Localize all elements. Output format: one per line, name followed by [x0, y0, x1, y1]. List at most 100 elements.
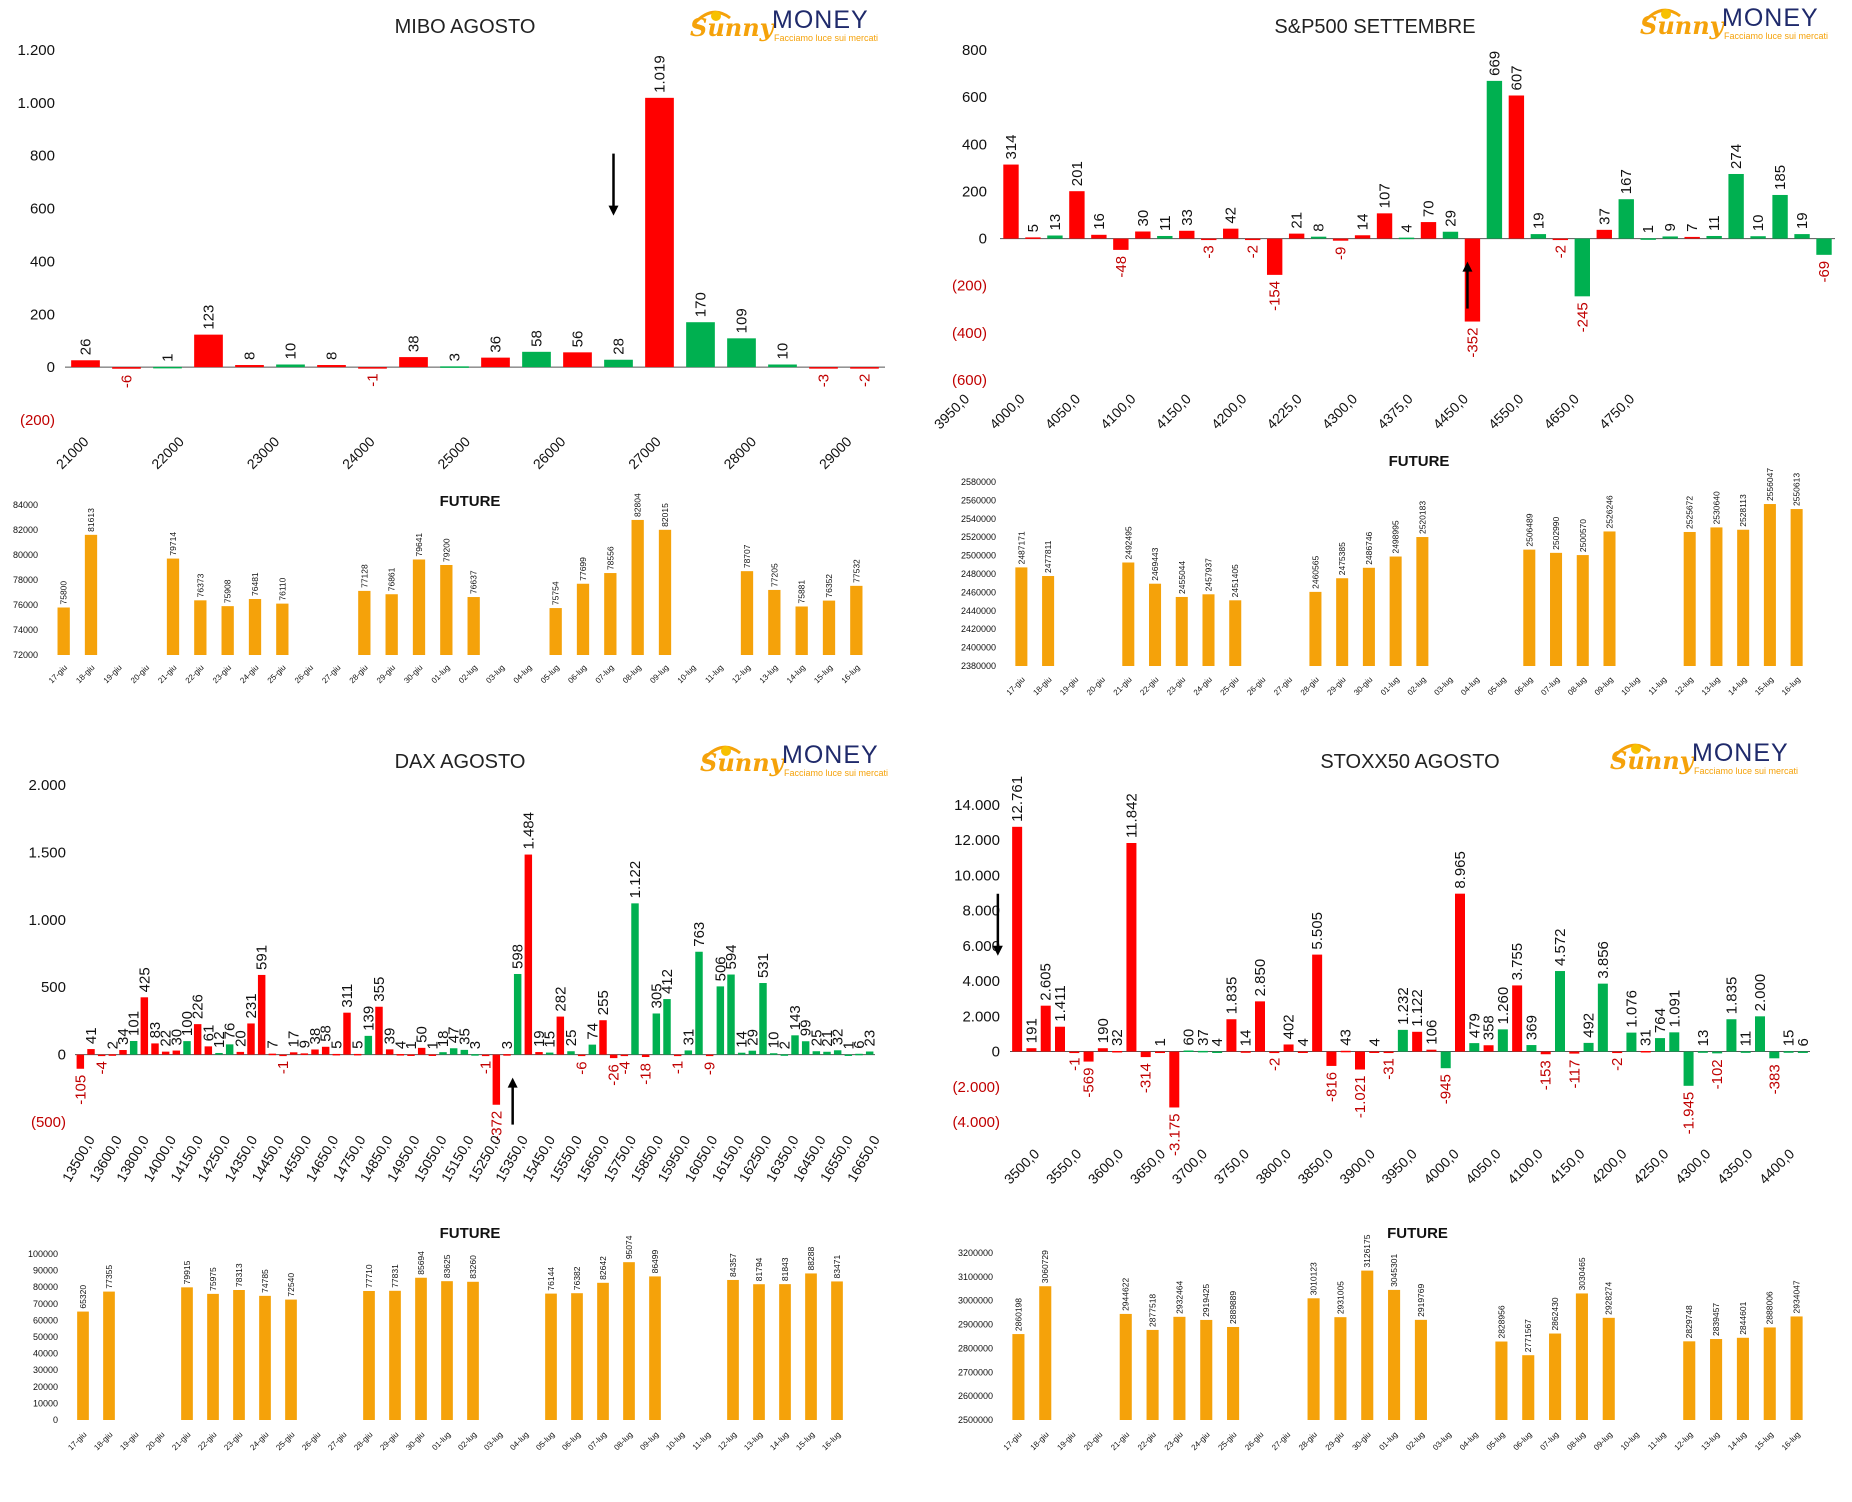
- bar-value-label: -1.945: [1681, 1092, 1698, 1135]
- future-date-label: 13-lug: [1699, 1430, 1721, 1452]
- future-date-label: 20-giu: [144, 1430, 166, 1452]
- future-value-label: 79641: [414, 533, 424, 557]
- future-date-label: 04-lug: [1459, 675, 1481, 697]
- bar: [641, 1054, 650, 1058]
- bar: [1640, 238, 1656, 240]
- bar-value-label: 13: [1695, 1030, 1712, 1047]
- future-y-tick: 10000: [33, 1398, 58, 1408]
- bar-value-label: 1: [840, 1041, 857, 1049]
- future-bar: [1039, 1286, 1052, 1420]
- future-date-label: 12-lug: [730, 663, 752, 685]
- future-bar: [658, 529, 672, 655]
- future-y-tick: 2800000: [958, 1343, 993, 1353]
- future-date-label: 21-giu: [1109, 1430, 1131, 1452]
- future-y-tick: 2500000: [958, 1415, 993, 1425]
- bar-value-label: -153: [1538, 1060, 1555, 1090]
- future-value-label: 79200: [441, 538, 451, 562]
- x-category-label: 26000: [530, 433, 569, 472]
- bar: [1483, 1045, 1494, 1052]
- bar: [522, 351, 551, 368]
- bar: [1783, 1051, 1794, 1053]
- bar: [1340, 1050, 1351, 1053]
- logo-tagline: Facciamo luce sui mercati: [1694, 766, 1798, 776]
- bar: [1326, 1051, 1337, 1066]
- bar-value-label: 1: [160, 354, 177, 362]
- logo-sunny: Sunny: [690, 13, 776, 42]
- future-value-label: 2556047: [1765, 468, 1775, 501]
- bar-value-label: 594: [723, 944, 740, 969]
- future-date-label: 20-giu: [1082, 1430, 1104, 1452]
- x-category-label: 4150,0: [1152, 390, 1194, 432]
- future-value-label: 2931005: [1335, 1281, 1345, 1314]
- future-value-label: 79714: [168, 532, 178, 556]
- future-value-label: 2919769: [1416, 1283, 1426, 1316]
- bar: [172, 1050, 181, 1055]
- future-bar: [1146, 1329, 1159, 1420]
- future-y-tick: 2900000: [958, 1320, 993, 1330]
- logo-sunny: Sunny: [1640, 11, 1726, 40]
- future-bar: [1175, 596, 1188, 666]
- panel-sp500: S&P500 SETTEMBRE Sunny MONEY Facciamo luce …: [930, 0, 1852, 720]
- future-chart: FUTURE 2500000 2600000 2700000 2800000 290000…: [958, 1225, 1803, 1452]
- bar: [343, 1012, 351, 1055]
- y-tick-label: 0: [979, 231, 987, 248]
- bar: [1197, 1050, 1208, 1053]
- bar: [1772, 194, 1788, 239]
- future-date-label: 11-lug: [1646, 1430, 1668, 1452]
- bar-value-label: 61: [200, 1025, 217, 1042]
- future-date-label: 23-giu: [1165, 675, 1187, 697]
- future-value-label: 88288: [806, 1247, 816, 1271]
- bar-value-label: 1.835: [1223, 977, 1240, 1015]
- future-date-label: 02-lug: [457, 663, 479, 685]
- bar-value-label: 14: [1238, 1030, 1255, 1047]
- bar: [1240, 1051, 1251, 1053]
- bar: [76, 1054, 85, 1069]
- bar: [1683, 1051, 1694, 1086]
- future-date-label: 12-lug: [716, 1430, 738, 1452]
- future-y-tick: 60000: [33, 1315, 58, 1325]
- x-category-label: 4100,0: [1504, 1145, 1546, 1187]
- bar: [556, 1016, 565, 1055]
- future-bar: [1495, 1341, 1508, 1420]
- bar-value-label: 492: [1581, 1013, 1598, 1038]
- x-category-label: 28000: [720, 433, 759, 472]
- future-value-label: 2928274: [1604, 1281, 1614, 1314]
- bar: [727, 338, 756, 368]
- bar-value-label: 1.260: [1495, 987, 1512, 1025]
- future-date-label: 07-lug: [1539, 675, 1561, 697]
- future-bar: [233, 1290, 245, 1420]
- future-bar: [441, 1281, 453, 1420]
- bar: [1312, 954, 1323, 1052]
- bar-value-label: 170: [693, 292, 710, 317]
- future-date-label: 15-lug: [1753, 675, 1775, 697]
- future-bar: [822, 600, 836, 655]
- bar: [129, 1040, 138, 1055]
- bar-value-label: 305: [648, 983, 665, 1008]
- future-value-label: 75881: [797, 580, 807, 604]
- future-value-label: 77355: [104, 1265, 114, 1289]
- x-category-label: 4200,0: [1588, 1145, 1630, 1187]
- future-bar: [1790, 1316, 1803, 1420]
- future-date-label: 29-giu: [1325, 675, 1347, 697]
- future-date-label: 11-lug: [691, 1430, 713, 1452]
- future-date-label: 08-lug: [1566, 675, 1588, 697]
- future-value-label: 3010123: [1309, 1262, 1319, 1295]
- y-tick-label: 400: [30, 253, 55, 270]
- future-date-label: 19-giu: [118, 1430, 140, 1452]
- bar: [1026, 1048, 1037, 1052]
- future-value-label: 2506489: [1524, 513, 1534, 546]
- y-tick-label: 400: [962, 136, 987, 153]
- x-category-label: 25000: [434, 433, 473, 472]
- bar: [769, 1053, 778, 1055]
- future-chart: FUTURE 2380000 2400000 2420000 2440000 246000…: [961, 453, 1803, 697]
- bar: [1369, 1051, 1380, 1053]
- bar-value-label: -1: [1066, 1058, 1083, 1071]
- bar-value-label: -2: [1266, 1058, 1283, 1071]
- bar-value-label: 282: [552, 987, 569, 1012]
- bar: [1640, 1051, 1651, 1053]
- bar: [727, 974, 735, 1055]
- future-bar: [831, 1281, 843, 1420]
- future-y-tick: 0: [53, 1415, 58, 1425]
- future-date-label: 30-giu: [404, 1430, 426, 1452]
